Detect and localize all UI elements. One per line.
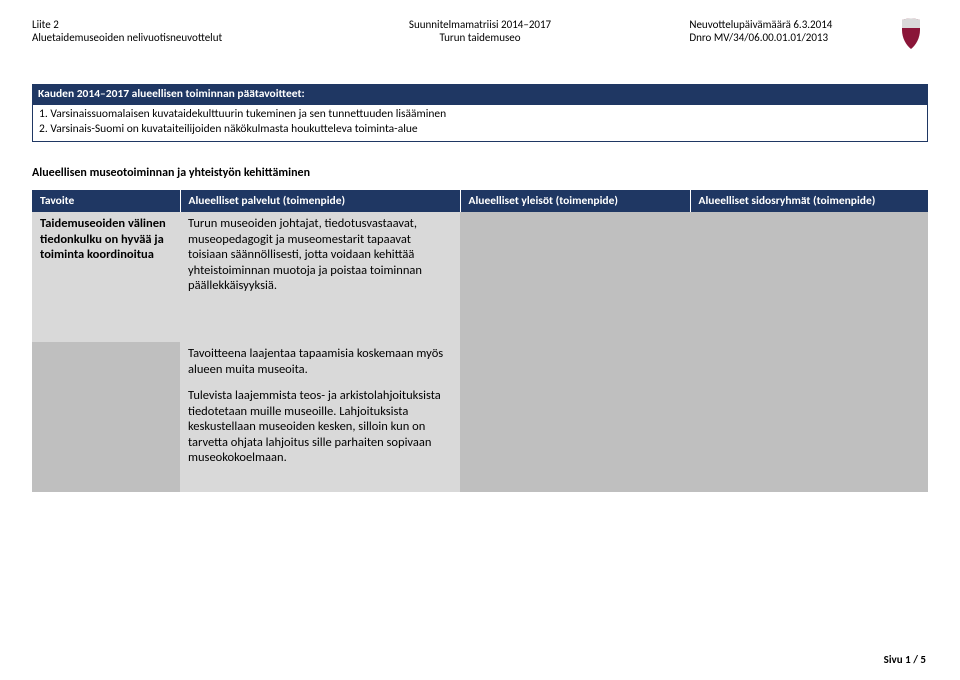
cell-sidosryhmat bbox=[690, 384, 928, 492]
header-museum: Turun taidemuseo bbox=[331, 31, 630, 44]
goals-box: 1. Varsinaissuomalaisen kuvataidekulttuu… bbox=[32, 104, 928, 142]
cell-tavoite: Taidemuseoiden välinen tiedonkulku on hy… bbox=[32, 212, 180, 342]
col-header-sidosryhmat: Alueelliset sidosryhmät (toimenpide) bbox=[690, 190, 928, 212]
header-attachment: Liite 2 bbox=[32, 18, 331, 31]
table-header-row: Tavoite Alueelliset palvelut (toimenpide… bbox=[32, 190, 928, 212]
cell-yleisot bbox=[460, 212, 690, 342]
table-row: Tulevista laajemmista teos- ja arkistola… bbox=[32, 384, 928, 492]
section-title: Alueellisen museotoiminnan ja yhteistyön… bbox=[32, 166, 928, 180]
cell-sidosryhmat bbox=[690, 212, 928, 342]
document-header: Liite 2 Aluetaidemuseoiden nelivuotisneu… bbox=[32, 18, 928, 50]
page-footer: Sivu 1 / 5 bbox=[884, 653, 926, 666]
header-dnro: Dnro MV/34/06.00.01.01/2013 bbox=[689, 31, 832, 44]
cell-palvelut: Turun museoiden johtajat, tiedotusvastaa… bbox=[180, 212, 460, 342]
col-header-tavoite: Tavoite bbox=[32, 190, 180, 212]
goal-2: 2. Varsinais-Suomi on kuvataiteilijoiden… bbox=[39, 122, 921, 137]
header-plan-title: Suunnitelmamatriisi 2014–2017 bbox=[331, 18, 630, 31]
cell-palvelut: Tavoitteena laajentaa tapaamisia koskema… bbox=[180, 342, 460, 384]
cell-yleisot bbox=[460, 384, 690, 492]
table-row: Tavoitteena laajentaa tapaamisia koskema… bbox=[32, 342, 928, 384]
goals-banner: Kauden 2014–2017 alueellisen toiminnan p… bbox=[32, 84, 928, 104]
header-center: Suunnitelmamatriisi 2014–2017 Turun taid… bbox=[331, 18, 630, 44]
col-header-palvelut: Alueelliset palvelut (toimenpide) bbox=[180, 190, 460, 212]
logo-icon bbox=[898, 18, 924, 50]
cell-palvelut: Tulevista laajemmista teos- ja arkistola… bbox=[180, 384, 460, 492]
plan-matrix: Tavoite Alueelliset palvelut (toimenpide… bbox=[32, 190, 928, 492]
header-subject: Aluetaidemuseoiden nelivuotisneuvottelut bbox=[32, 31, 331, 44]
cell-tavoite bbox=[32, 384, 180, 492]
cell-tavoite bbox=[32, 342, 180, 384]
goal-1: 1. Varsinaissuomalaisen kuvataidekulttuu… bbox=[39, 107, 921, 122]
header-right: Neuvottelupäivämäärä 6.3.2014 Dnro MV/34… bbox=[629, 18, 928, 50]
header-date: Neuvottelupäivämäärä 6.3.2014 bbox=[689, 18, 832, 31]
header-left: Liite 2 Aluetaidemuseoiden nelivuotisneu… bbox=[32, 18, 331, 44]
table-row: Taidemuseoiden välinen tiedonkulku on hy… bbox=[32, 212, 928, 342]
col-header-yleisot: Alueelliset yleisöt (toimenpide) bbox=[460, 190, 690, 212]
cell-sidosryhmat bbox=[690, 342, 928, 384]
cell-yleisot bbox=[460, 342, 690, 384]
